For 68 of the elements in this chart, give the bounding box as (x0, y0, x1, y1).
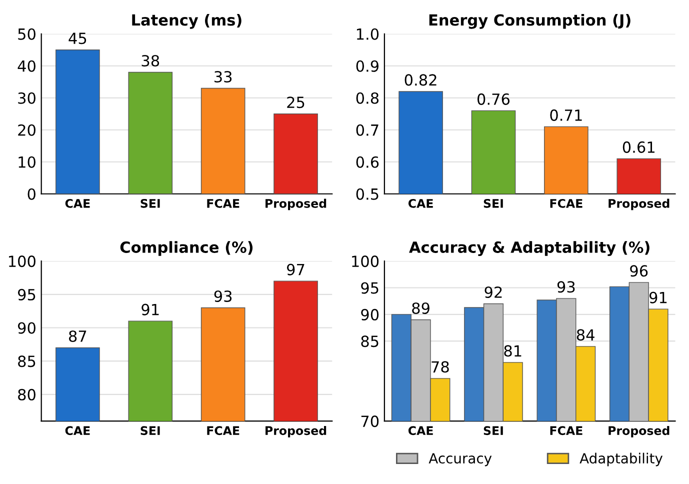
data-label: 96 (630, 265, 648, 277)
y-tick-label: 20 (18, 124, 36, 136)
data-label: 97 (287, 264, 304, 276)
data-label: 0.82 (404, 74, 436, 86)
x-tick-label: FCAE (207, 198, 240, 208)
y-tick-label: 0.9 (356, 60, 379, 72)
y-tick-label: 70 (361, 416, 379, 428)
x-tick-label: CAE (65, 426, 90, 436)
x-tick-label: Proposed (266, 198, 326, 210)
y-tick-label: 90 (361, 308, 379, 320)
chart-title: Latency (ms) (132, 14, 242, 29)
x-tick-label: SEI (484, 426, 503, 436)
data-label: 91 (142, 304, 159, 316)
data-label: 33 (214, 70, 232, 83)
y-tick-label: 50 (18, 28, 36, 40)
y-tick-label: 100 (8, 256, 36, 268)
x-tick-label: SEI (484, 198, 503, 208)
y-tick-label: 90 (18, 322, 36, 334)
data-label: 93 (557, 281, 575, 293)
data-label: 0.61 (622, 141, 654, 153)
data-label: 92 (484, 286, 502, 298)
y-tick-label: 0.5 (356, 188, 378, 200)
y-tick-label: 30 (18, 92, 36, 104)
x-tick-label: Proposed (608, 198, 670, 210)
data-label: 25 (287, 96, 304, 108)
legend-label: Accuracy (428, 453, 492, 466)
data-label: 84 (576, 329, 594, 341)
x-tick-label: CAE (65, 198, 90, 208)
y-tick-label: 0.7 (356, 124, 378, 136)
chart-title: Compliance (%) (120, 241, 253, 256)
chart-title: Energy Consumption (J) (429, 14, 630, 29)
y-tick-label: 10 (18, 156, 36, 168)
y-tick-label: 0.8 (356, 92, 379, 104)
y-tick-label: 80 (18, 388, 36, 400)
y-tick-label: 95 (361, 282, 378, 294)
x-tick-label: SEI (140, 198, 160, 208)
y-tick-label: 0 (28, 188, 36, 200)
y-tick-label: 40 (18, 60, 36, 72)
data-label: 0.71 (550, 109, 582, 121)
data-label: 78 (432, 361, 449, 373)
data-label: 45 (68, 32, 86, 44)
bar (200, 88, 246, 194)
x-tick-label: FCAE (550, 198, 582, 208)
x-tick-label: Proposed (608, 426, 670, 438)
x-tick-label: FCAE (207, 426, 240, 436)
x-tick-label: FCAE (550, 426, 582, 436)
y-tick-label: 1.0 (356, 28, 379, 40)
x-tick-label: CAE (408, 198, 433, 208)
y-tick-label: 95 (18, 288, 36, 300)
bar (128, 72, 173, 194)
data-label: 0.76 (477, 93, 510, 105)
x-tick-label: CAE (408, 426, 433, 436)
x-tick-label: SEI (140, 426, 160, 436)
data-label: 89 (412, 302, 430, 314)
data-label: 91 (650, 292, 667, 304)
y-tick-label: 85 (361, 336, 378, 348)
bar (56, 50, 100, 194)
data-label: 93 (214, 290, 232, 302)
chart-title: Accuracy & Adaptability (%) (409, 241, 650, 256)
bar (274, 114, 318, 194)
data-label: 87 (69, 330, 86, 342)
y-tick-label: 100 (352, 256, 379, 268)
data-label: 81 (504, 345, 522, 357)
x-tick-label: Proposed (266, 426, 326, 438)
data-label: 38 (142, 54, 160, 67)
legend-label: Adaptability (580, 452, 663, 466)
y-tick-label: 85 (18, 356, 36, 368)
y-tick-label: 0.6 (356, 156, 379, 168)
